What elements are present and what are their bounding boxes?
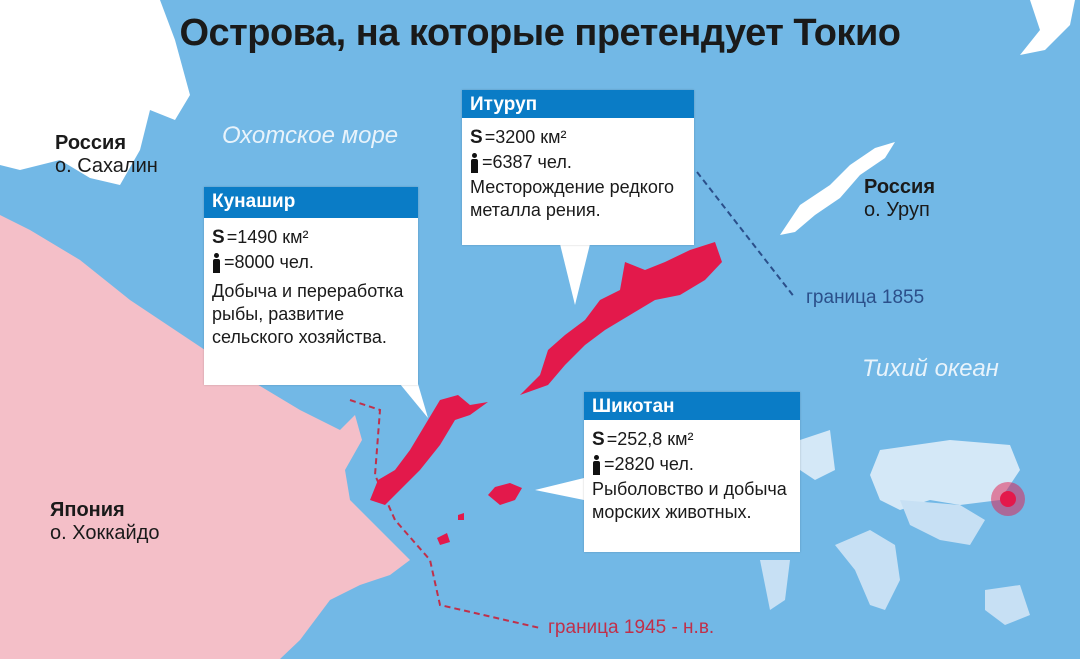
country-name: Россия (864, 176, 936, 198)
description: Месторождение редкого металла рения. (470, 177, 675, 220)
kunashir-pointer (400, 384, 428, 418)
island-name: о. Уруп (864, 199, 930, 221)
area-value: =3200 км² (484, 127, 567, 147)
population-value: =8000 чел. (224, 252, 314, 272)
urup-island (780, 142, 895, 235)
border-1855-line (696, 171, 796, 299)
iturup-island (520, 242, 722, 395)
description: Добыча и переработка рыбы, развитие сель… (212, 281, 404, 347)
area-value: =252,8 км² (606, 429, 694, 449)
population-value: =2820 чел. (604, 454, 694, 474)
kunashir-island (370, 395, 488, 505)
border-1945-line (349, 399, 541, 629)
hokkaido-land (0, 215, 410, 659)
pacific-ocean-label: Тихий океан (862, 355, 999, 382)
person-icon (592, 454, 601, 475)
population-value: =6387 чел. (482, 152, 572, 172)
border-1945-label: граница 1945 - н.в. (548, 617, 715, 638)
box-header: Итуруп (462, 90, 694, 118)
area-symbol: S (212, 227, 225, 248)
label-russia-sakhalin: Россия о. Сахалин (55, 132, 158, 178)
page-title: Острова, на которые претендует Токио (179, 12, 901, 54)
label-russia-urup: Россия о. Уруп (864, 176, 935, 222)
japan-location-marker (1000, 491, 1016, 507)
island-name: о. Сахалин (55, 155, 158, 177)
country-name: Япония (50, 499, 125, 521)
northern-land (1020, 0, 1075, 55)
shikotan-pointer (535, 478, 584, 500)
area-value: =1490 км² (226, 227, 309, 247)
border-1855-label: граница 1855 (806, 287, 925, 308)
box-header: Кунашир (204, 187, 418, 218)
shikotan-island (488, 483, 522, 505)
kunashir-info-box: Кунашир S =1490 км² =8000 чел. Добыча и п… (204, 187, 418, 385)
description: Рыболовство и добыча морских животных. (592, 479, 787, 522)
iturup-pointer (560, 244, 590, 305)
habomai-island (437, 533, 450, 545)
area-symbol: S (470, 127, 483, 148)
iturup-info-box: Итуруп S =3200 км² =6387 чел. Месторожден… (462, 90, 694, 245)
island-name: о. Хоккайдо (50, 522, 160, 544)
area-symbol: S (592, 429, 605, 450)
shikotan-info-box: Шикотан S =252,8 км² =2820 чел. Рыболовст… (584, 392, 800, 552)
habomai-island-small (458, 513, 464, 520)
country-name: Россия (55, 132, 127, 154)
person-icon (212, 252, 221, 273)
box-header: Шикотан (584, 392, 800, 420)
sea-okhotsk-label: Охотское море (222, 122, 399, 149)
person-icon (470, 152, 479, 173)
world-inset-map (760, 430, 1030, 625)
label-japan-hokkaido: Япония о. Хоккайдо (50, 499, 160, 545)
sakhalin-land (0, 0, 190, 185)
